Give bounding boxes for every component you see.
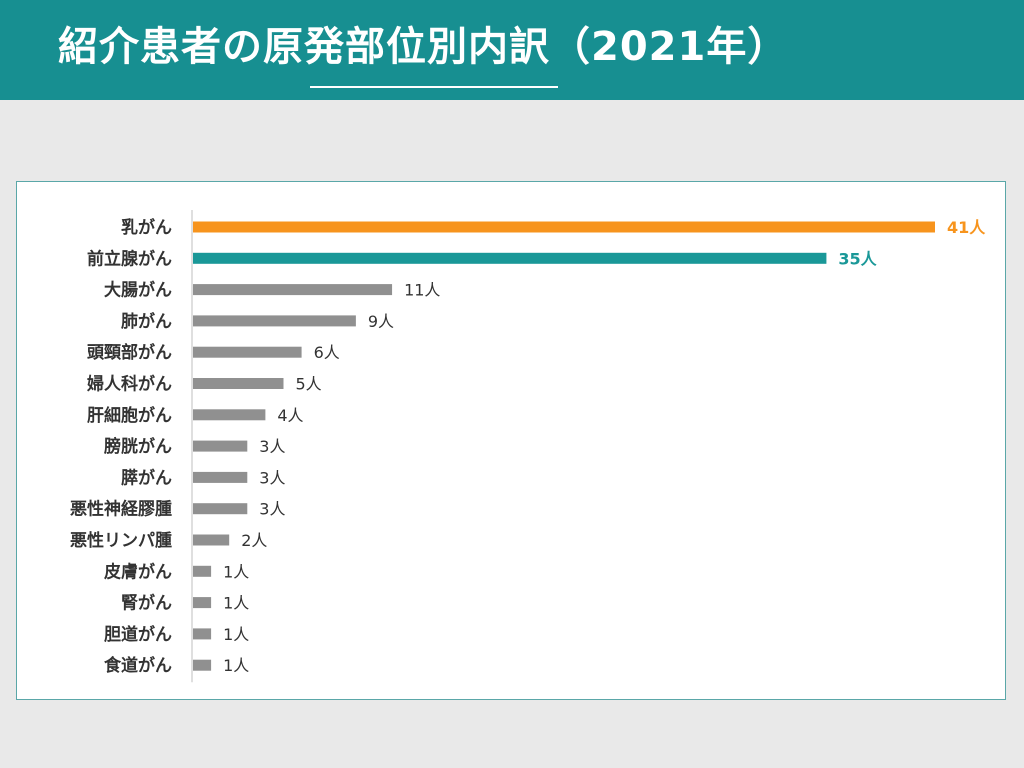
category-label: 悪性リンパ腫 bbox=[70, 530, 172, 551]
chart-panel: 乳がん 41人前立腺がん 35人大腸がん 11人肺がん 9人頭頸部がん 6人婦人科がん 5人… bbox=[16, 181, 1006, 700]
category-label: 前立腺がん bbox=[87, 248, 172, 269]
data-label: 2人 bbox=[241, 531, 267, 550]
category-label: 婦人科がん bbox=[86, 374, 172, 395]
data-label: 1人 bbox=[223, 594, 249, 613]
data-label: 3人 bbox=[259, 500, 285, 519]
data-label: 3人 bbox=[259, 437, 285, 456]
data-label: 1人 bbox=[223, 625, 249, 644]
bar bbox=[193, 597, 212, 609]
data-label: 41人 bbox=[947, 218, 986, 237]
category-label: 膵がん bbox=[121, 467, 172, 488]
data-label: 9人 bbox=[368, 312, 394, 331]
bar bbox=[193, 534, 230, 546]
category-label: 腎がん bbox=[121, 593, 172, 614]
bar bbox=[193, 346, 302, 358]
data-label: 11人 bbox=[404, 281, 440, 300]
bar bbox=[193, 221, 935, 233]
category-label: 膀胱がん bbox=[104, 436, 172, 457]
category-label: 肺がん bbox=[121, 311, 172, 332]
bar bbox=[193, 284, 393, 296]
category-label: 肝細胞がん bbox=[87, 405, 172, 426]
data-label: 5人 bbox=[295, 375, 321, 394]
bar bbox=[193, 440, 248, 452]
category-label: 皮膚がん bbox=[104, 561, 172, 582]
bar bbox=[193, 378, 284, 389]
bar bbox=[193, 628, 212, 640]
data-label: 3人 bbox=[259, 468, 285, 487]
category-label: 乳がん bbox=[121, 217, 172, 238]
category-label: 胆道がん bbox=[104, 624, 172, 645]
data-label: 1人 bbox=[223, 562, 249, 581]
bar bbox=[193, 252, 827, 264]
bar bbox=[193, 315, 356, 327]
page-title: 紹介患者の原発部位別内訳（2021年） bbox=[58, 24, 789, 70]
bar bbox=[193, 659, 212, 671]
category-label: 悪性神経膠腫 bbox=[70, 499, 172, 520]
bar bbox=[193, 503, 248, 515]
data-label: 6人 bbox=[314, 343, 340, 362]
category-label: 食道がん bbox=[104, 655, 172, 676]
title-underline bbox=[310, 86, 558, 88]
data-label: 1人 bbox=[223, 656, 249, 675]
bar bbox=[193, 409, 266, 421]
data-label: 35人 bbox=[838, 249, 877, 268]
data-label: 4人 bbox=[277, 406, 303, 425]
bar bbox=[193, 471, 248, 483]
category-label: 頭頸部がん bbox=[87, 342, 172, 363]
bar bbox=[193, 565, 212, 577]
category-label: 大腸がん bbox=[104, 280, 172, 301]
title-banner: 紹介患者の原発部位別内訳（2021年） bbox=[0, 0, 1024, 100]
